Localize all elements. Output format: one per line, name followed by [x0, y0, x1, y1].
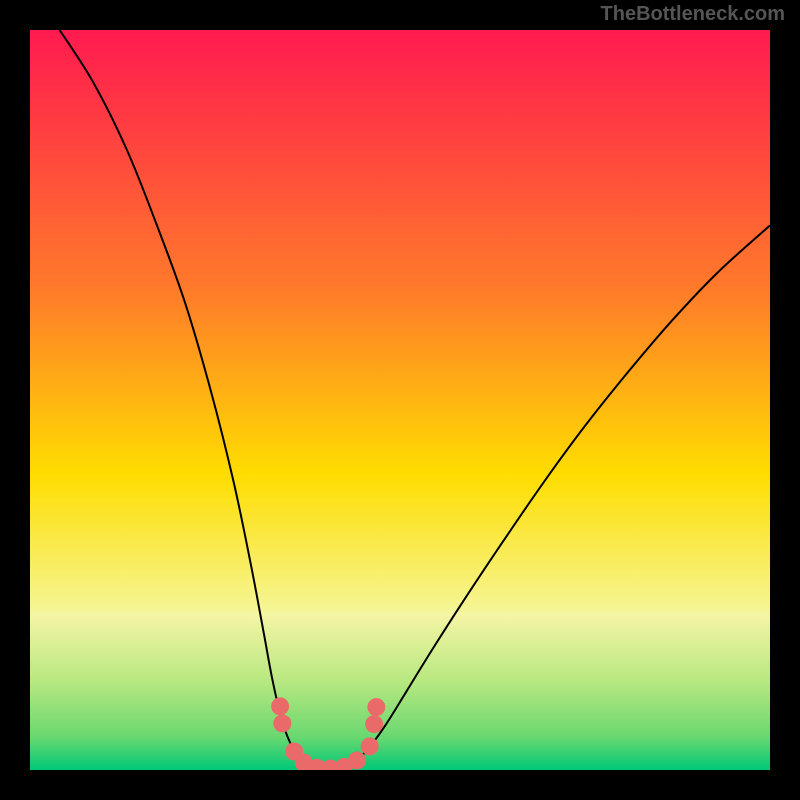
chart-svg [30, 30, 770, 770]
chart-background [30, 30, 770, 770]
curve-marker [273, 714, 291, 732]
curve-marker [367, 698, 385, 716]
chart-plot-area [30, 30, 770, 770]
watermark: TheBottleneck.com [601, 3, 785, 26]
curve-marker [365, 715, 383, 733]
curve-marker [271, 697, 289, 715]
curve-marker [348, 751, 366, 769]
curve-marker [361, 737, 379, 755]
